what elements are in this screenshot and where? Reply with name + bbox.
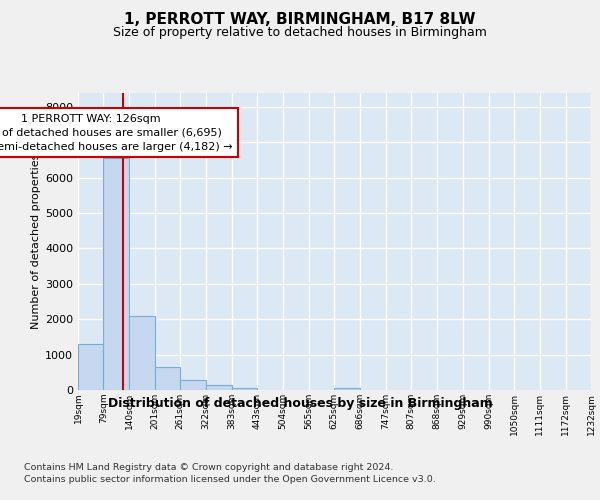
Bar xyxy=(78,344,103,390)
Text: 1 PERROTT WAY: 126sqm
← 61% of detached houses are smaller (6,695)
38% of semi-d: 1 PERROTT WAY: 126sqm ← 61% of detached … xyxy=(0,114,233,152)
Bar xyxy=(334,388,360,390)
Text: Contains public sector information licensed under the Open Government Licence v3: Contains public sector information licen… xyxy=(24,475,436,484)
Y-axis label: Number of detached properties: Number of detached properties xyxy=(31,154,41,329)
Text: Distribution of detached houses by size in Birmingham: Distribution of detached houses by size … xyxy=(107,398,493,410)
Bar xyxy=(232,388,257,390)
Text: Size of property relative to detached houses in Birmingham: Size of property relative to detached ho… xyxy=(113,26,487,39)
Text: 1, PERROTT WAY, BIRMINGHAM, B17 8LW: 1, PERROTT WAY, BIRMINGHAM, B17 8LW xyxy=(124,12,476,28)
Bar xyxy=(155,367,181,390)
Bar xyxy=(206,384,232,390)
Bar xyxy=(103,158,129,390)
Text: Contains HM Land Registry data © Crown copyright and database right 2024.: Contains HM Land Registry data © Crown c… xyxy=(24,462,394,471)
Bar xyxy=(181,380,206,390)
Bar xyxy=(129,316,155,390)
